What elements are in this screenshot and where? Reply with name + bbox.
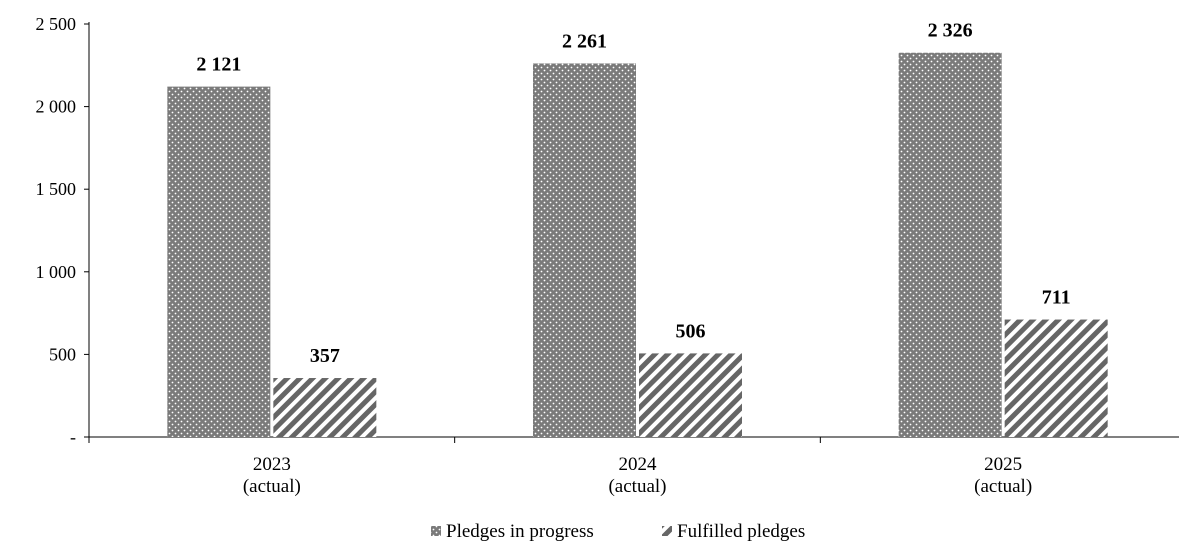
bar-pledges-in-progress <box>167 86 271 437</box>
bar-pledges-in-progress <box>898 52 1002 437</box>
y-tick-label: 1 500 <box>36 179 77 199</box>
x-tick-label: 2025 (actual) <box>974 454 1032 497</box>
y-tick-label: 500 <box>49 344 76 364</box>
legend-label: Fulfilled pledges <box>677 521 805 542</box>
y-tick-label: 2 000 <box>36 97 77 117</box>
legend-swatch <box>431 526 441 536</box>
data-label: 2 261 <box>562 30 607 52</box>
y-tick-label: 2 500 <box>36 14 77 34</box>
plot-area: - 500 1 000 1 500 2 000 2 500 2 121 357 2023 (act… <box>36 14 1179 497</box>
bar-fulfilled-pledges <box>639 353 742 437</box>
legend-item-fulfilled-pledges: Fulfilled pledges <box>662 521 805 542</box>
legend: Pledges in progress Fulfilled pledges <box>431 521 805 542</box>
x-tick-label: 2024 (actual) <box>608 454 666 497</box>
data-label: 506 <box>676 320 706 342</box>
legend-swatch <box>662 526 672 536</box>
x-tick-label: 2023 (actual) <box>243 454 301 497</box>
legend-item-pledges-in-progress: Pledges in progress <box>431 521 594 542</box>
data-label: 2 121 <box>196 54 241 76</box>
legend-label: Pledges in progress <box>446 521 594 542</box>
data-label: 2 326 <box>928 20 973 42</box>
data-label: 357 <box>310 345 340 367</box>
bar-fulfilled-pledges <box>273 378 377 437</box>
y-tick-label: 1 000 <box>36 262 77 282</box>
bar-pledges-in-progress <box>533 63 636 438</box>
data-label: 711 <box>1042 287 1071 309</box>
bar-fulfilled-pledges <box>1004 319 1108 437</box>
y-tick-label: - <box>70 427 76 447</box>
